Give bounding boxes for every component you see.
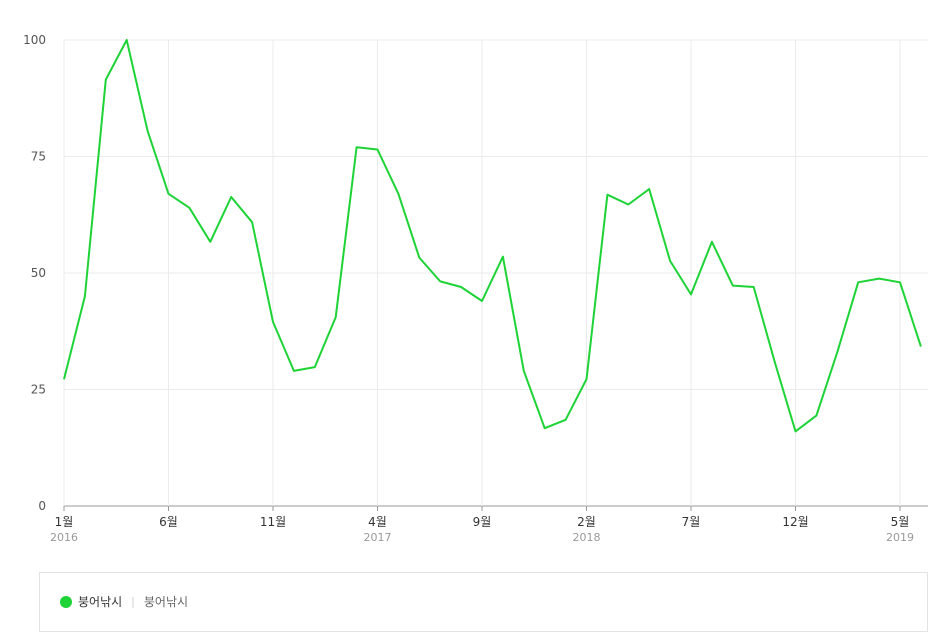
- x-tick-year-label: 2019: [886, 531, 914, 544]
- y-axis-ticks: 0 25 50 75 100: [23, 33, 46, 513]
- legend-series-description: 붕어낚시: [143, 595, 189, 609]
- series-lines: [63, 39, 922, 433]
- y-tick-label: 100: [23, 33, 46, 47]
- series-line: [63, 39, 922, 433]
- x-tick-month-label: 7월: [682, 515, 701, 529]
- x-tick-month-label: 6월: [159, 515, 178, 529]
- legend: 붕어낚시 | 붕어낚시: [39, 572, 928, 632]
- grid-lines: [63, 39, 928, 511]
- x-tick-year-label: 2017: [364, 531, 392, 544]
- x-tick-month-label: 12월: [782, 515, 808, 529]
- y-tick-label: 0: [38, 499, 46, 513]
- x-tick-month-label: 9월: [473, 515, 492, 529]
- x-tick-year-label: 2016: [50, 531, 78, 544]
- x-tick-month-label: 11월: [260, 515, 286, 529]
- x-tick-month-label: 4월: [368, 515, 387, 529]
- y-tick-label: 25: [31, 383, 46, 397]
- legend-series-name: 붕어낚시: [78, 595, 123, 609]
- y-tick-label: 75: [31, 150, 46, 164]
- x-axis-ticks: 1월 2016 6월 11월 4월 2017 9월 2월 2018 7월 12월 5월 2019: [50, 515, 914, 544]
- x-tick-month-label: 1월: [55, 515, 74, 529]
- x-tick-year-label: 2018: [573, 531, 601, 544]
- legend-separator: |: [131, 595, 135, 608]
- y-tick-label: 50: [31, 266, 46, 280]
- x-tick-month-label: 2월: [577, 515, 596, 529]
- legend-dot-icon: [60, 595, 72, 608]
- legend-item[interactable]: 붕어낚시 | 붕어낚시: [60, 593, 188, 610]
- x-tick-month-label: 5월: [891, 515, 910, 529]
- line-chart: 0 25 50 75 100 1월 2016 6월 11월 4월 2017 9월 2월 2018 7월 12…: [23, 33, 928, 544]
